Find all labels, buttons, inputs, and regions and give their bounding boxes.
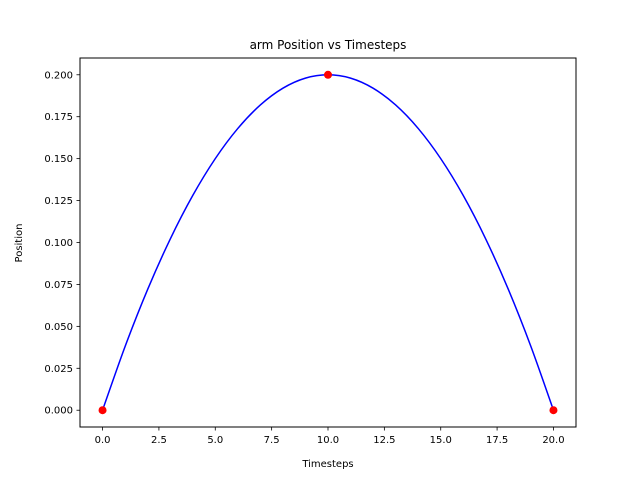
x-tick-label: 7.5 [264, 435, 280, 446]
x-tick-label: 20.0 [542, 435, 564, 446]
x-tick-label: 0.0 [95, 435, 111, 446]
x-tick-label: 17.5 [486, 435, 508, 446]
y-tick-label: 0.200 [44, 70, 73, 81]
data-point [324, 70, 332, 79]
y-tick-label: 0.100 [44, 238, 73, 249]
plot-area [98, 70, 558, 415]
y-tick-label: 0.175 [44, 112, 73, 123]
x-tick-label: 12.5 [373, 435, 395, 446]
y-axis: 0.000 0.025 0.050 0.075 0.100 0.125 0.150 0.175… [44, 70, 80, 417]
data-point [98, 406, 107, 415]
chart-title: arm Position vs Timesteps [250, 38, 407, 52]
x-axis: 0.0 2.5 5.0 7.5 10.0 12.5 15.0 17.5 20.0 [95, 427, 565, 446]
data-point [549, 406, 558, 415]
y-tick-label: 0.150 [44, 154, 73, 165]
y-tick-label: 0.075 [44, 280, 73, 291]
x-tick-label: 5.0 [207, 435, 223, 446]
x-tick-label: 15.0 [430, 435, 452, 446]
y-tick-label: 0.000 [44, 406, 73, 417]
x-axis-title: Timesteps [301, 459, 353, 470]
y-tick-label: 0.025 [44, 364, 73, 375]
x-tick-label: 2.5 [151, 435, 167, 446]
y-axis-title: Position [14, 224, 25, 263]
x-tick-label: 10.0 [317, 435, 339, 446]
y-tick-label: 0.125 [44, 196, 73, 207]
y-tick-label: 0.050 [44, 322, 73, 333]
